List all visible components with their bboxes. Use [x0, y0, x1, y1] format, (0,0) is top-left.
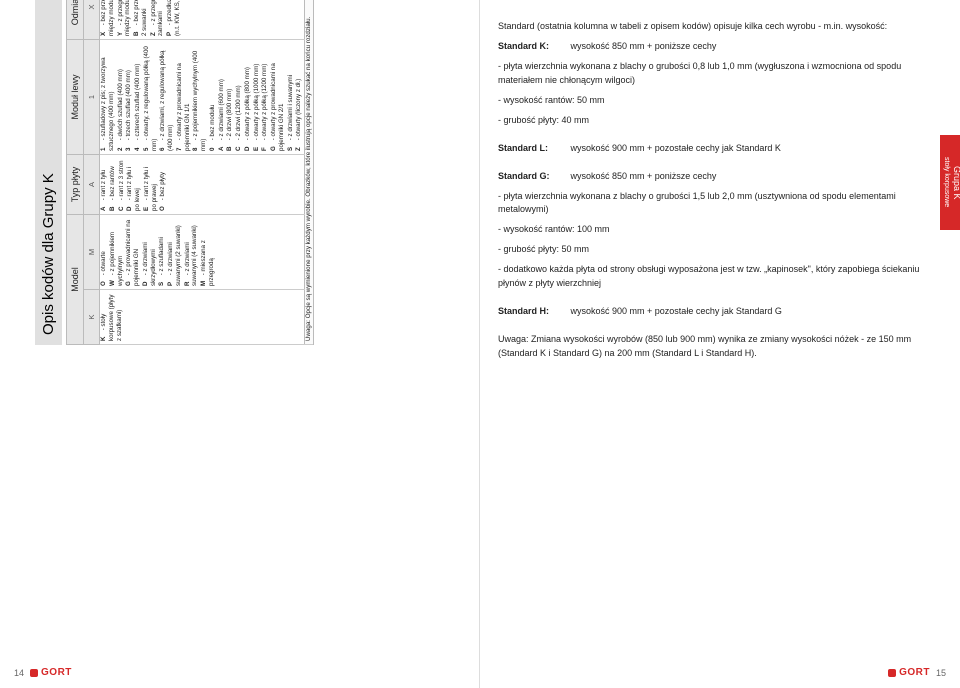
std-k-block: Standard K: wysokość 850 mm + poniższe c… [498, 40, 940, 128]
logo-icon [30, 669, 38, 677]
code-item: E - otwarty z półką (1000 mm) [253, 43, 261, 151]
samp-m: M [84, 214, 100, 289]
side-tab: Grupa K stoły korpusowe [940, 135, 960, 230]
logo-text: GORT [41, 667, 72, 678]
code-item: D - z drzwiami skrzydłowymi [142, 218, 158, 286]
code-item: P - przedłużona (n.t. KW, KS, KM) [166, 0, 182, 36]
col-modul-lewy: 1 - szufladowy z pis; z tworzywa sztuczn… [100, 39, 305, 154]
code-item: 8 - z pojemnikiem wychylnym (400 mm) [192, 43, 208, 151]
code-item: 1 - szufladowy z pis; z tworzywa sztuczn… [100, 43, 116, 151]
hdr-typ: Typ płyty [67, 154, 84, 214]
code-item: P - z drzwiami suwanymi (2 suwanki) [167, 218, 183, 286]
code-item: Z - z przegrodą, z zamkami [150, 0, 166, 36]
hdr-ml: Moduł lewy [67, 39, 84, 154]
page-15: Standard (ostatnia kolumna w tabeli z op… [480, 0, 960, 688]
code-item: 4 - czterech szuflad (400 mm) [134, 43, 142, 151]
footer-left: 14 GORT [0, 667, 479, 678]
std-g-lbl: Standard G: [498, 170, 568, 184]
intro-line: Standard (ostatnia kolumna w tabeli z op… [498, 20, 940, 34]
std-l-block: Standard L: wysokość 900 mm + pozostałe … [498, 142, 940, 156]
code-item: S - z szufladami [158, 218, 166, 286]
logo-icon [888, 669, 896, 677]
code-item: X - bez przegrody między modułami [100, 0, 116, 36]
std-g-h: wysokość 850 mm + poniższe cechy [571, 171, 717, 181]
code-item: A - rant z tyłu [100, 158, 108, 211]
logo-left: GORT [30, 667, 72, 678]
samp-k: K [84, 290, 100, 345]
code-item: 5 - otwarty, z regulowaną półką (400 mm) [143, 43, 159, 151]
code-table-rotated: Opis kodów dla Grupy K Model Typ płyty M… [35, 0, 475, 345]
hdr-model: Model [67, 214, 84, 344]
code-item: G - otwarty z prowadnicami na pojemniki … [270, 43, 286, 151]
code-item: S - z drzwiami i suwanymi [287, 43, 295, 151]
right-text: Standard (ostatnia kolumna w tabeli z op… [498, 20, 940, 361]
code-item: D - otwarty z półką (800 mm) [244, 43, 252, 151]
std-h-lbl: Standard H: [498, 305, 568, 319]
code-table: Model Typ płyty Moduł lewy Odmiana Moduł… [66, 0, 314, 345]
samp-1a: 1 [84, 39, 100, 154]
code-item: G - z prowadnicami na pojemniki GN [125, 218, 141, 286]
side-tab-l1: Grupa K [952, 166, 960, 200]
code-item: O - bez płyty [159, 158, 167, 211]
code-item: E - rant z tyłu i po prawej [143, 158, 159, 211]
code-item: Y - z przegrodą między modułami [117, 0, 133, 36]
code-item: 2 - dwóch szuflad (400 mm) [117, 43, 125, 151]
std-g-block: Standard G: wysokość 850 mm + poniższe c… [498, 170, 940, 292]
code-item: K - stoły korpusowe (płyty z szafkami) [100, 293, 123, 341]
code-item: B - 2 drzwi (800 mm) [226, 43, 234, 151]
std-k-h: wysokość 850 mm + poniższe cechy [571, 41, 717, 51]
uwaga-line: Uwaga: Zmiana wysokości wyrobów (850 lub… [498, 333, 940, 361]
code-item: 6 - z drzwiami, z regulowaną półką (400 … [159, 43, 175, 151]
bullet-line: - płyta wierzchnia wykonana z blachy o g… [498, 60, 940, 88]
bullet-line: - wysokość rantów: 50 mm [498, 94, 940, 108]
std-k-lbl: Standard K: [498, 40, 568, 54]
std-l-h: wysokość 900 mm + pozostałe cechy jak St… [571, 143, 781, 153]
bullet-line: - dodatkowo każda płyta od strony obsług… [498, 263, 940, 291]
table-footnote: Uwaga: Opcje są wymienione przy każdym w… [305, 0, 314, 345]
table-title: Opis kodów dla Grupy K [35, 0, 62, 345]
col-model-detail: O - otwarteW - z pojemnikiem wychylnymG … [100, 214, 305, 289]
logo-text: GORT [899, 667, 930, 678]
code-item: D - rant z tyłu i po lewej [126, 158, 142, 211]
std-h-h: wysokość 900 mm + pozostałe cechy jak St… [571, 306, 782, 316]
samp-a: A [84, 154, 100, 214]
samp-x: X [84, 0, 100, 39]
code-item: Z - otwarty (liczony z dł.) [295, 43, 303, 151]
hdr-odm: Odmiana [67, 0, 84, 39]
page-number-right: 15 [936, 668, 946, 678]
logo-right: GORT [888, 667, 930, 678]
code-item: F - otwarty z półką (1200 mm) [261, 43, 269, 151]
footer-right: GORT 15 [480, 667, 960, 678]
bullet-line: - płyta wierzchnia wykonana z blachy o g… [498, 190, 940, 218]
col-typ: A - rant z tyłuB - bez rantówC - rant z … [100, 154, 305, 214]
code-item: B - bez przegrody, 2 suwanki [133, 0, 149, 36]
code-item: A - z drzwiami (600 mm) [218, 43, 226, 151]
bullet-line: - grubość płyty: 50 mm [498, 243, 940, 257]
col-k: K - stoły korpusowe (płyty z szafkami) [100, 290, 305, 345]
code-item: W - z pojemnikiem wychylnym [109, 218, 125, 286]
code-item: C - rant z 3 stron [118, 158, 126, 211]
std-l-lbl: Standard L: [498, 142, 568, 156]
page-number-left: 14 [14, 668, 24, 678]
bullet-line: - grubość płyty: 40 mm [498, 114, 940, 128]
code-item: M - mieszana z przegrodą [200, 218, 216, 286]
code-item: 7 - otwarty z prowadnicami na pojemniki … [176, 43, 192, 151]
std-h-block: Standard H: wysokość 900 mm + pozostałe … [498, 305, 940, 319]
code-item: O - otwarte [100, 218, 108, 286]
code-item: 0 - bez modułu [209, 43, 217, 151]
side-tab-l2: stoły korpusowe [943, 157, 950, 207]
page-14: Opis kodów dla Grupy K Model Typ płyty M… [0, 0, 480, 688]
code-item: 3 - trzech szuflad (400 mm) [125, 43, 133, 151]
code-item: B - bez rantów [109, 158, 117, 211]
code-item: C - 2 drzwi (1200 mm) [235, 43, 243, 151]
code-item: R - z drzwiami suwanymi (4 suwanki) [184, 218, 200, 286]
bullet-line: - wysokość rantów: 100 mm [498, 223, 940, 237]
col-odmiana: X - bez przegrody między modułamiY - z p… [100, 0, 305, 39]
